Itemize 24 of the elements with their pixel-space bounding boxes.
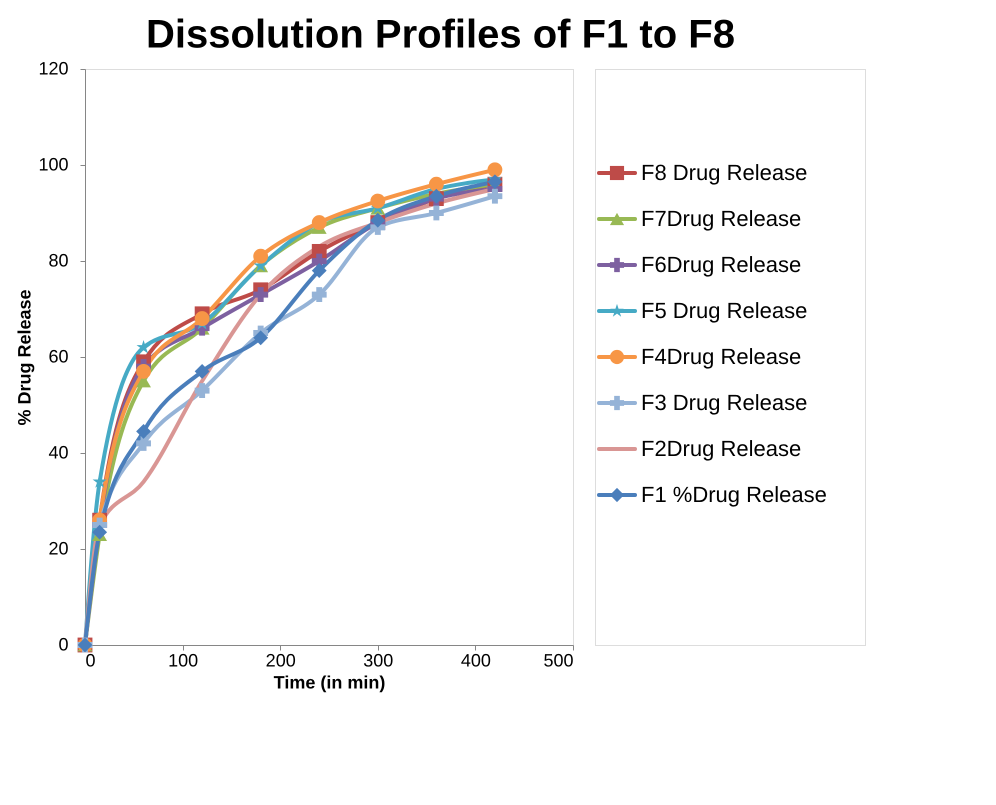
y-tick-label: 100 xyxy=(38,154,68,174)
legend-label: F1 %Drug Release xyxy=(641,482,827,507)
chart-title: Dissolution Profiles of F1 to F8 xyxy=(146,12,735,56)
x-axis-title: Time (in min) xyxy=(274,672,386,692)
x-tick-label: 0 xyxy=(86,650,96,670)
x-tick-label: 200 xyxy=(266,650,296,670)
y-tick-label: 80 xyxy=(48,250,68,270)
legend-label: F4Drug Release xyxy=(641,344,802,369)
legend-label: F2Drug Release xyxy=(641,436,802,461)
x-tick-label: 300 xyxy=(363,650,394,670)
legend-label: F3 Drug Release xyxy=(641,390,808,415)
y-tick-label: 60 xyxy=(48,346,68,366)
y-tick-label: 0 xyxy=(58,634,68,654)
legend-label: F5 Drug Release xyxy=(641,298,808,323)
legend-label: F8 Drug Release xyxy=(641,160,808,185)
y-tick-label: 120 xyxy=(38,58,68,78)
legend-label: F6Drug Release xyxy=(641,252,802,277)
y-axis-title: % Drug Release xyxy=(14,289,34,426)
legend-label: F7Drug Release xyxy=(641,206,802,231)
x-tick-label: 100 xyxy=(168,650,198,670)
x-tick-label: 400 xyxy=(460,650,491,670)
y-tick-label: 20 xyxy=(48,538,68,558)
y-tick-label: 40 xyxy=(48,442,68,462)
x-tick-label: 500 xyxy=(543,650,574,670)
